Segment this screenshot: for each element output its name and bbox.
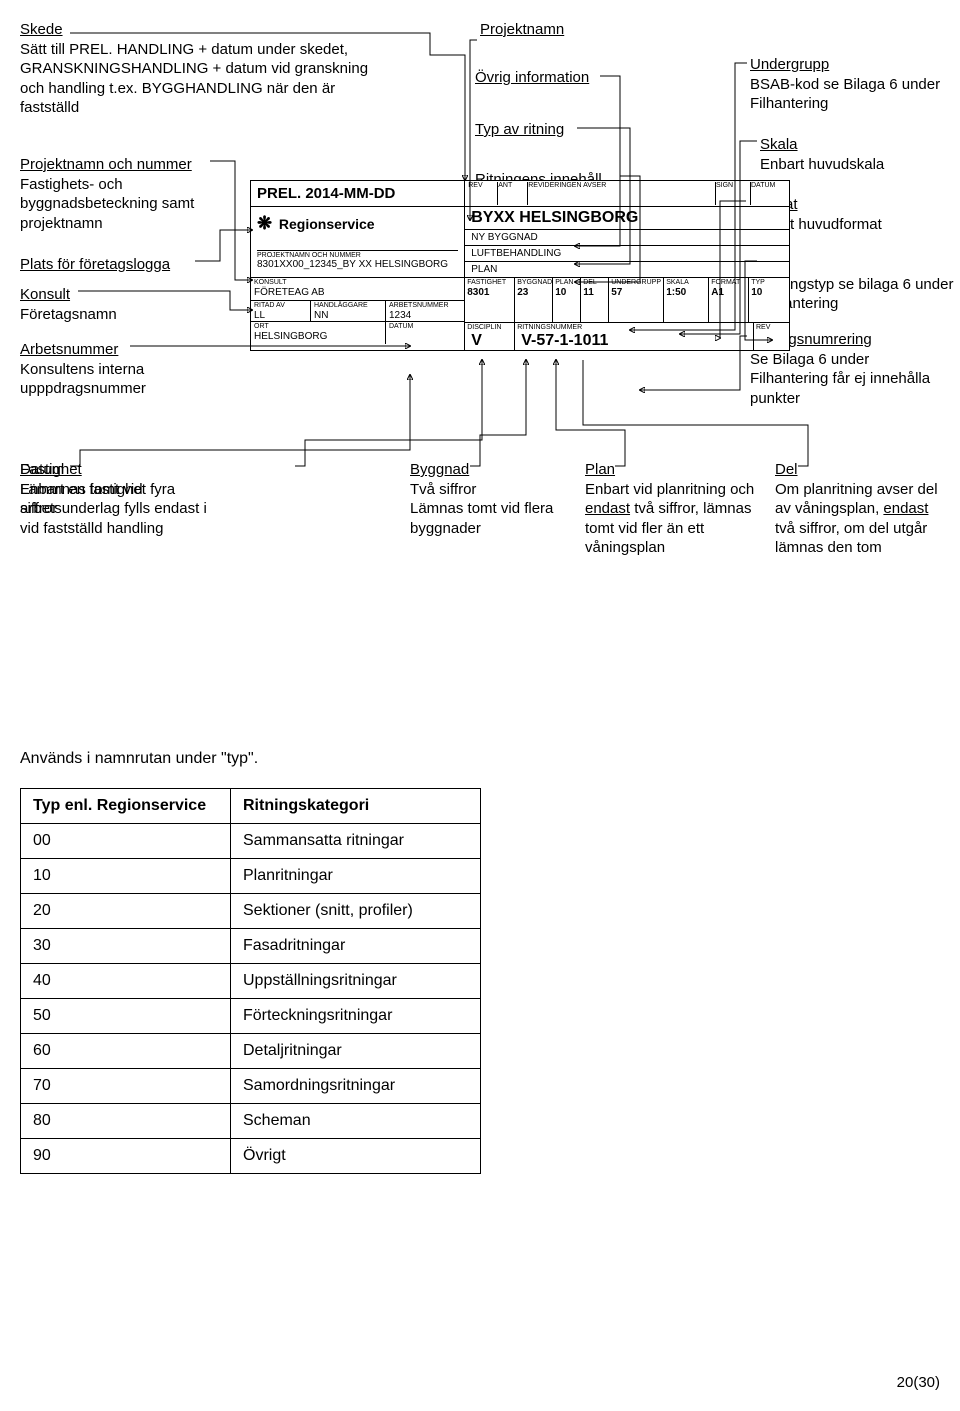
table-row: 00Sammansatta ritningar [21,824,481,859]
label-byggnad: Byggnad Två siffror Lämnas tomt vid fler… [410,460,575,538]
arbetsnummer-body: Konsultens interna upppdragsnummer [20,361,146,398]
plats-head: Plats för företagslogga [20,256,170,273]
undergrupp-head: Undergrupp [750,56,829,73]
table-row: 10Planritningar [21,859,481,894]
undergrupp-body: BSAB-kod se Bilaga 6 under Filhantering [750,76,940,113]
projnamnnum-head: Projektnamn och nummer [20,156,192,173]
tb-byggnad-v: 23 [515,287,552,298]
label-plats: Plats för företagslogga [20,255,250,275]
typ-table: Typ enl. Regionservice Ritningskategori … [20,788,481,1174]
ritnum-body: Se Bilaga 6 under Filhantering får ej in… [750,351,930,407]
label-plan: Plan Enbart vid planritning och endast t… [585,460,765,558]
logo-icon: ❋ [257,213,272,234]
byggnad-head: Byggnad [410,461,469,478]
table-cell-category: Övrigt [231,1139,481,1174]
label-arbetsnummer: Arbetsnummer Konsultens interna upppdrag… [20,340,250,399]
table-cell-code: 60 [21,1034,231,1069]
skede-body: Sätt till PREL. HANDLING + datum under s… [20,41,368,117]
title-block-diagram: Skede Sätt till PREL. HANDLING + datum u… [20,20,940,640]
table-cell-category: Sammansatta ritningar [231,824,481,859]
tb-byxx: BYXX HELSINGBORG [465,207,789,230]
tb-projnum-v: 8301XX00_12345_BY XX HELSINGBORG [257,259,458,270]
tb-plan: PLAN [465,262,789,277]
table-row: 20Sektioner (snitt, profiler) [21,894,481,929]
label-projnamnnum: Projektnamn och nummer Fastighets- och b… [20,155,250,233]
label-projektnamn-r: Projektnamn [480,20,564,40]
tb-plan-v: 10 [553,287,580,298]
label-konsult: Konsult Företagsnamn [20,285,250,324]
table-cell-code: 10 [21,859,231,894]
label-fastighet: Fastighet Enbart en fastighet fyra siffr… [20,460,195,519]
tb-typ-v: 10 [749,287,789,298]
label-ovrig: Övrig information [475,68,589,88]
table-cell-category: Fasadritningar [231,929,481,964]
table-cell-category: Förteckningsritningar [231,999,481,1034]
table-cell-code: 00 [21,824,231,859]
page-number: 20(30) [20,1374,940,1391]
table-cell-code: 70 [21,1069,231,1104]
table-cell-category: Detaljritningar [231,1034,481,1069]
skala-head: Skala [760,136,798,153]
table-cell-code: 20 [21,894,231,929]
table-cell-category: Scheman [231,1104,481,1139]
ovrig-head: Övrig information [475,69,589,86]
del-head: Del [775,461,798,478]
tb-undergrupp-v: 57 [609,287,663,298]
tb-heading: PREL. 2014-MM-DD [251,181,465,206]
tb-ritnnr-v: V-57-1-1011 [515,332,753,350]
projnamnnum-body: Fastighets- och byggnadsbeteckning samt … [20,176,194,232]
label-skede: Skede Sätt till PREL. HANDLING + datum u… [20,20,395,118]
byggnad-body2: Lämnas tomt vid flera byggnader [410,500,553,537]
del-body: Om planritning avser del av våningsplan,… [775,481,938,557]
tb-disciplin-v: V [465,332,514,350]
tb-luft: LUFTBEHANDLING [465,246,789,262]
projektnamn-r-head: Projektnamn [480,21,564,38]
fastighet-head: Fastighet [20,461,82,478]
table-cell-category: Uppställningsritningar [231,964,481,999]
arbetsnummer-head: Arbetsnummer [20,341,118,358]
table-cell-code: 90 [21,1139,231,1174]
tb-fastighet-v: 8301 [465,287,514,298]
table-cell-code: 80 [21,1104,231,1139]
table-row: 90Övrigt [21,1139,481,1174]
title-block-mock: PREL. 2014-MM-DD REV ANT REVIDERINGEN AV… [250,180,790,351]
table-cell-code: 50 [21,999,231,1034]
tb-arbnr-v: 1234 [386,310,464,321]
label-skala: Skala Enbart huvudskala [760,135,960,174]
fastighet-body: Enbart en fastighet fyra siffror [20,481,175,518]
konsult-body: Företagsnamn [20,306,117,323]
table-cell-category: Planritningar [231,859,481,894]
table-row: 50Förteckningsritningar [21,999,481,1034]
table-cell-category: Samordningsritningar [231,1069,481,1104]
plan-body: Enbart vid planritning och endast två si… [585,481,754,557]
typ-note: Används i namnrutan under "typ". [20,750,940,768]
typritning-head: Typ av ritning [475,121,564,138]
table-row: 40Uppställningsritningar [21,964,481,999]
typ-table-head1: Typ enl. Regionservice [21,789,231,824]
konsult-head: Konsult [20,286,70,303]
tb-format-v: A1 [709,287,748,298]
label-del: Del Om planritning avser del av våningsp… [775,460,950,558]
tb-konsult-v: FÖRETEAG AB [251,287,464,300]
table-row: 70Samordningsritningar [21,1069,481,1104]
table-row: 30Fasadritningar [21,929,481,964]
table-row: 60Detaljritningar [21,1034,481,1069]
plan-head: Plan [585,461,615,478]
tb-nybyggnad: NY BYGGNAD [465,230,789,246]
label-undergrupp: Undergrupp BSAB-kod se Bilaga 6 under Fi… [750,55,950,114]
typ-table-head2: Ritningskategori [231,789,481,824]
skede-head: Skede [20,21,63,38]
byggnad-body1: Två siffror [410,481,476,498]
table-row: 80Scheman [21,1104,481,1139]
label-typ: Typ Ritningstyp se bilaga 6 under Filhan… [760,255,960,314]
skala-body: Enbart huvudskala [760,156,884,173]
regionservice: Regionservice [279,216,375,232]
table-cell-code: 40 [21,964,231,999]
table-cell-category: Sektioner (snitt, profiler) [231,894,481,929]
tb-skala-v: 1:50 [664,287,708,298]
table-cell-code: 30 [21,929,231,964]
label-typritning: Typ av ritning [475,120,564,140]
tb-del-v: 11 [581,287,608,298]
